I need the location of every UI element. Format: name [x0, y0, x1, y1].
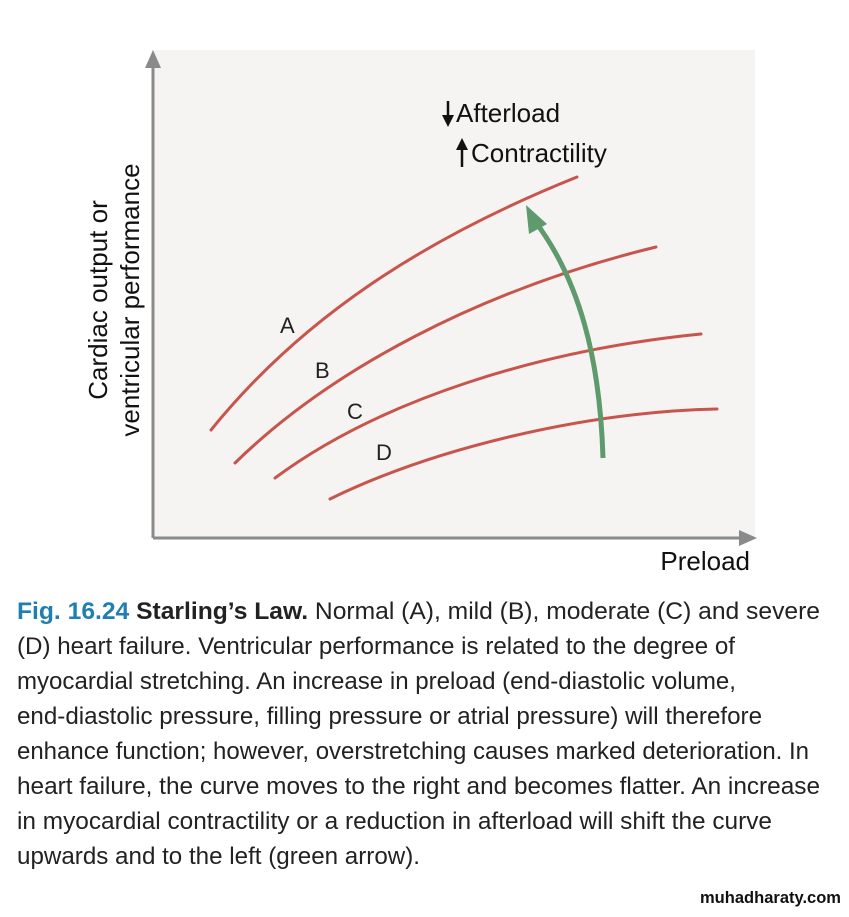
x-axis-arrowhead-icon [739, 530, 757, 546]
y-axis-label-line1: Cardiac output or [83, 200, 113, 400]
caption-line1-rest: Normal (A), mild (B), moderate (C) and s… [315, 598, 820, 625]
x-axis-label: Preload [660, 546, 750, 576]
afterload-annotation: Afterload [456, 98, 560, 128]
curve-label-a: A [280, 313, 295, 338]
y-axis-label-line2: ventricular performance [115, 163, 145, 436]
caption-line-2: (D) heart failure. Ventricular performan… [17, 633, 735, 660]
caption-title: Starling’s Law. [136, 598, 308, 625]
figure-caption: Fig. 16.24 Starling’s Law. Normal (A), m… [17, 598, 820, 870]
caption-line-7: in myocardial contractility or a reducti… [17, 808, 772, 835]
curve-b [233, 245, 658, 465]
axes [151, 62, 742, 540]
curve-label-d: D [376, 440, 392, 465]
curve-label-b: B [315, 358, 330, 383]
plot-area [152, 50, 755, 538]
caption-line-1: Fig. 16.24 Starling’s Law. Normal (A), m… [17, 598, 820, 625]
y-axis-arrowhead-icon [145, 50, 161, 68]
caption-line-4: end-diastolic pressure, filling pressure… [17, 703, 762, 730]
caption-line-8: upwards and to the left (green arrow). [17, 843, 420, 870]
caption-line-3: myocardial stretching. An increase in pr… [17, 668, 736, 695]
figure-number: Fig. 16.24 [17, 598, 130, 625]
down-arrow-icon [442, 101, 454, 127]
curve-c [273, 332, 703, 480]
curve-d [328, 407, 719, 501]
contractility-annotation: Contractility [471, 138, 607, 168]
curve-label-c: C [347, 399, 363, 424]
caption-line-6: heart failure, the curve moves to the ri… [17, 773, 820, 800]
watermark-text: muhadharaty.com [700, 888, 841, 907]
green-arrowhead-icon [526, 205, 547, 234]
caption-line-5: enhance function; however, overstretchin… [17, 738, 809, 765]
green-shift-arrow [532, 218, 606, 459]
curve-a [209, 175, 579, 432]
up-arrow-icon [456, 138, 468, 167]
